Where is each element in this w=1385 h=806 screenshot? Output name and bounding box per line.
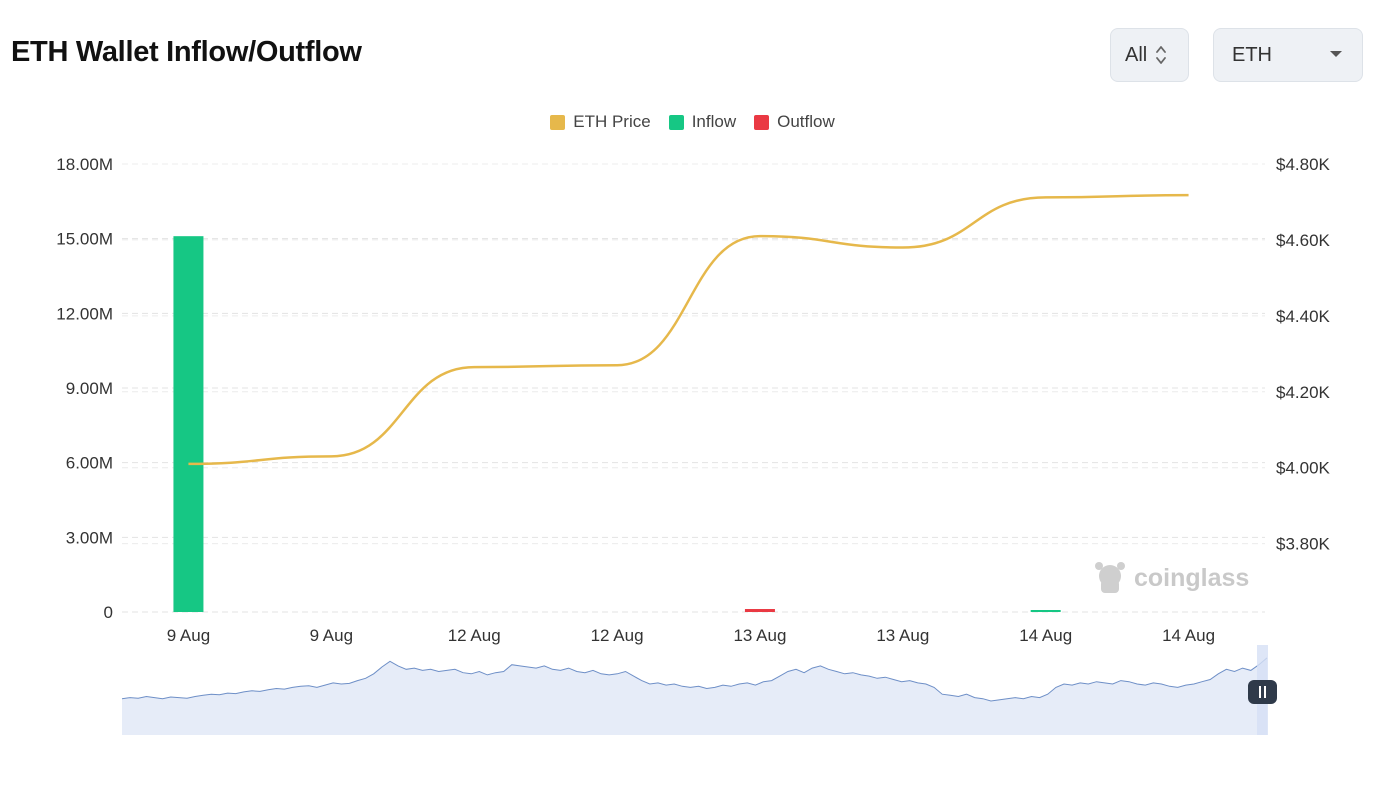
eth-price-line[interactable] [188,193,1189,466]
legend-label: ETH Price [573,112,651,131]
coin-select-value: ETH [1232,43,1272,66]
legend-label: Inflow [691,112,737,131]
left-axis-tick-label: 18.00M [56,155,113,174]
left-axis-tick-label: 3.00M [66,528,113,547]
legend-item-inflow[interactable]: Inflow [668,112,737,132]
x-axis-tick-label: 12 Aug [448,626,501,645]
right-axis: $3.80K $4.00K $4.20K $4.40K $4.60K $4.80K [1276,155,1331,554]
navigator[interactable] [121,657,1268,735]
left-axis-tick-label: 9.00M [66,379,113,398]
outflow-bar[interactable] [744,609,775,612]
right-axis-tick-label: $3.80K [1276,535,1331,554]
range-select[interactable]: All [1110,28,1189,82]
inflow-bar[interactable] [173,236,204,612]
left-axis: 0 3.00M 6.00M 9.00M 12.00M 15.00M 18.00M [56,155,113,622]
x-axis-tick-label: 13 Aug [876,626,929,645]
x-axis-tick-label: 13 Aug [733,626,786,645]
x-axis-tick-label: 9 Aug [167,626,211,645]
price-series [188,193,1189,466]
legend-item-eth-price[interactable]: ETH Price [550,112,651,132]
left-axis-tick-label: 0 [104,603,113,622]
up-down-chevron-icon [1156,46,1167,64]
bar-series [173,236,1061,612]
coin-select[interactable]: ETH [1213,28,1363,82]
left-axis-tick-label: 6.00M [66,454,113,473]
navigator-line [121,657,1268,702]
navigator-handle[interactable] [1248,645,1277,735]
legend-swatch [754,114,770,130]
legend-swatch [668,114,684,130]
right-axis-tick-label: $4.60K [1276,231,1331,250]
watermark-text: coinglass [1134,564,1249,592]
coinglass-logo-icon [1095,562,1125,593]
navigator-area [122,657,1267,735]
x-axis-tick-label: 14 Aug [1162,626,1215,645]
right-axis-tick-label: $4.40K [1276,307,1331,326]
right-axis-tick-label: $4.80K [1276,155,1331,174]
x-axis: 9 Aug 9 Aug 12 Aug 12 Aug 13 Aug 13 Aug 14 Aug… [167,626,1215,645]
right-axis-tick-label: $4.00K [1276,459,1331,478]
grid-lines [122,163,1265,613]
left-axis-tick-label: 15.00M [56,230,113,249]
right-axis-tick-label: $4.20K [1276,383,1331,402]
page-title: ETH Wallet Inflow/Outflow [11,36,362,68]
caret-down-icon [1330,51,1342,57]
chart-legend: ETH Price Inflow Outflow [0,112,1385,132]
legend-swatch [550,114,566,130]
range-select-value: All [1125,43,1148,66]
inflow-bar[interactable] [1030,610,1061,612]
x-axis-tick-label: 14 Aug [1019,626,1072,645]
x-axis-tick-label: 9 Aug [310,626,354,645]
coinglass-watermark: coinglass [1095,562,1249,593]
legend-label: Outflow [777,112,835,131]
x-axis-tick-label: 12 Aug [591,626,644,645]
left-axis-tick-label: 12.00M [56,304,113,323]
legend-item-outflow[interactable]: Outflow [754,112,835,132]
